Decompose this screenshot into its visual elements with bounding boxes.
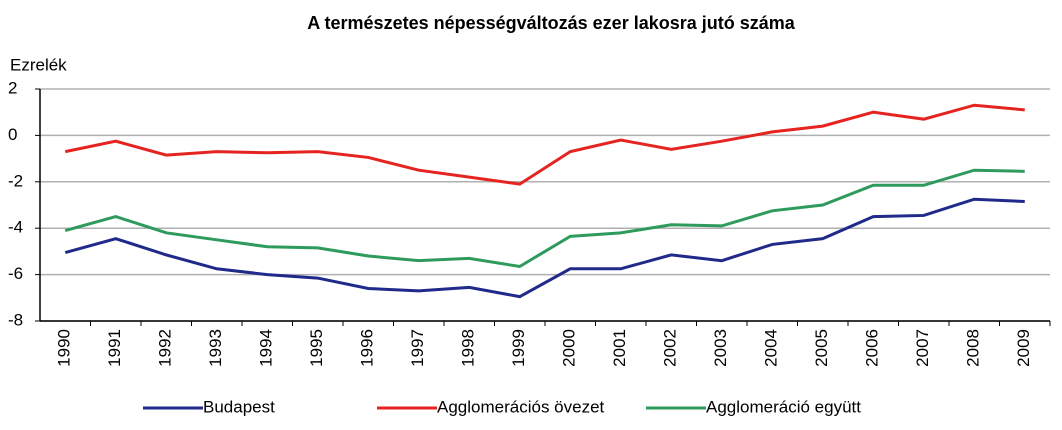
- x-tick-label: 2008: [964, 329, 983, 367]
- y-tick-label: 0: [8, 125, 17, 144]
- x-tick-label: 2001: [610, 329, 629, 367]
- x-tick-label: 1992: [156, 329, 175, 367]
- legend-label: Agglomerációs övezet: [437, 397, 605, 416]
- y-tick-label: -2: [8, 171, 23, 190]
- chart-title: A természetes népességváltozás ezer lako…: [307, 13, 796, 33]
- y-tick-label: -4: [8, 218, 23, 237]
- y-tick-label: 2: [8, 78, 17, 97]
- x-tick-label: 2002: [661, 329, 680, 367]
- line-series: [64, 197, 1025, 299]
- x-tick-label: 2003: [711, 329, 730, 367]
- y-tick-label: -6: [8, 264, 23, 283]
- x-tick-label: 1998: [459, 329, 478, 367]
- y-tick-label: -8: [8, 310, 23, 329]
- x-tick-label: 1997: [408, 329, 427, 367]
- line-series: [64, 103, 1025, 186]
- x-tick-label: 1996: [358, 329, 377, 367]
- x-tick-label: 1995: [307, 329, 326, 367]
- x-tick-label: 1990: [55, 329, 74, 367]
- x-tick-label: 1999: [509, 329, 528, 367]
- x-tick-label: 1991: [105, 329, 124, 367]
- line-series: [64, 168, 1025, 269]
- x-tick-label: 1994: [257, 329, 276, 367]
- x-tick-label: 2006: [863, 329, 882, 367]
- y-axis-label: Ezrelék: [10, 55, 67, 74]
- legend-label: Agglomeráció együtt: [706, 397, 861, 416]
- x-tick-label: 2007: [913, 329, 932, 367]
- x-tick-label: 2000: [560, 329, 579, 367]
- x-tick-label: 2004: [762, 329, 781, 367]
- x-tick-label: 1993: [206, 329, 225, 367]
- x-tick-label: 2009: [1014, 329, 1033, 367]
- x-tick-label: 2005: [812, 329, 831, 367]
- legend-label: Budapest: [203, 397, 275, 416]
